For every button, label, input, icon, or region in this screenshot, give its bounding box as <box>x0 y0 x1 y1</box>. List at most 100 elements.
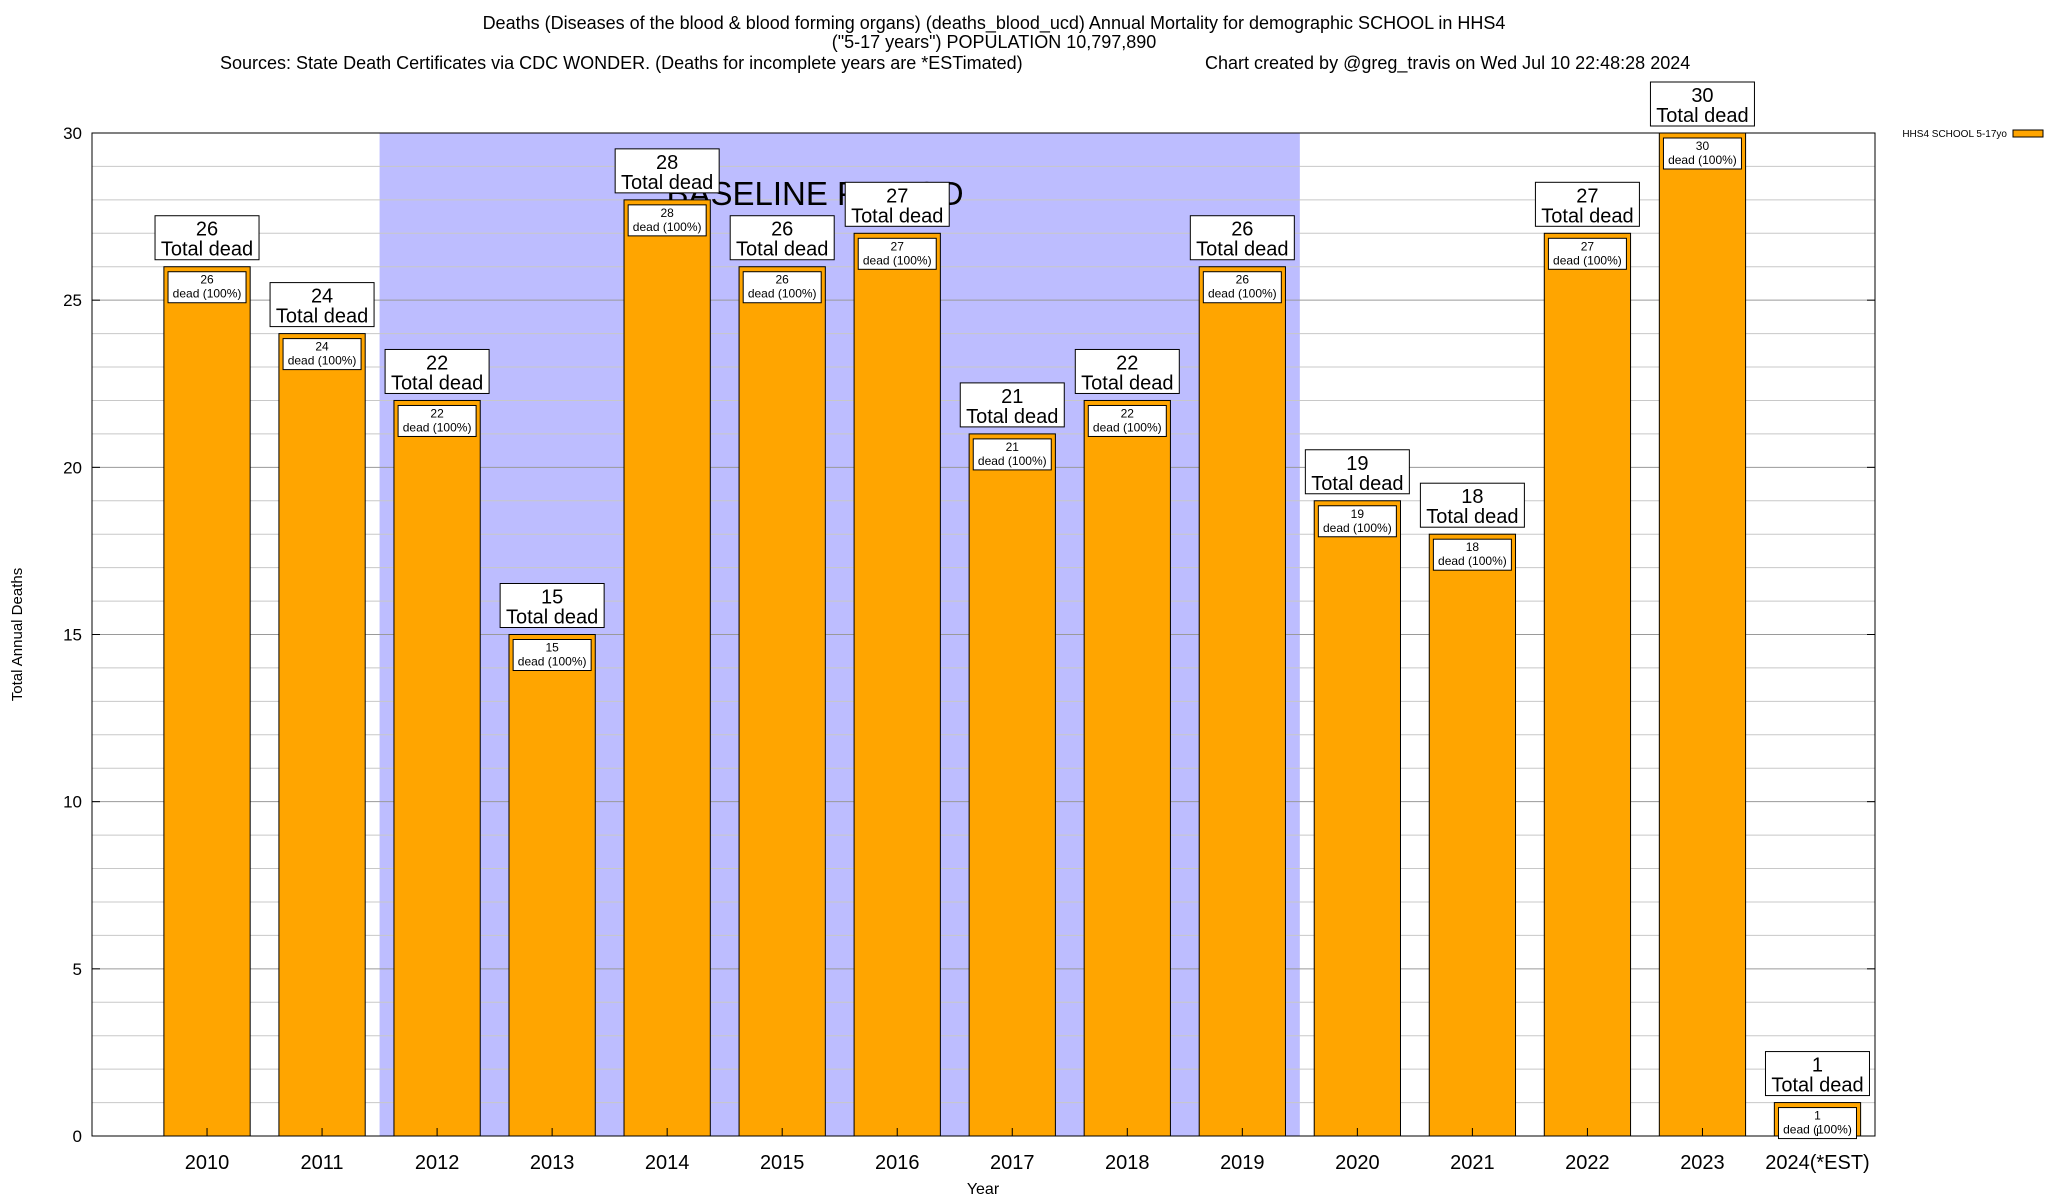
bar-inner-value: 18 <box>1466 540 1480 554</box>
bar-total-label-box <box>269 282 375 328</box>
bar-total-value: 22 <box>426 352 448 374</box>
x-tick-label: 2021 <box>1450 1152 1495 1174</box>
bar-total-suffix: Total dead <box>1081 372 1173 394</box>
bar-inner-value: 26 <box>776 273 790 287</box>
bar-inner-label-box <box>742 271 822 304</box>
y-tick-label: 25 <box>63 291 82 310</box>
bar-total-suffix: Total dead <box>851 205 943 227</box>
bar-inner-suffix: dead (100%) <box>978 454 1047 468</box>
bar-total-value: 21 <box>1001 386 1023 408</box>
bar-inner-suffix: dead (100%) <box>633 220 702 234</box>
bar-total-value: 22 <box>1116 352 1138 374</box>
bar-total-suffix: Total dead <box>506 607 598 629</box>
bar-inner-suffix: dead (100%) <box>288 354 357 368</box>
bar <box>1313 500 1401 1137</box>
bar-total-value: 26 <box>1231 219 1253 241</box>
bar-inner-value: 19 <box>1351 507 1365 521</box>
legend-label: HHS4 SCHOOL 5-17yo <box>1902 129 2007 140</box>
bar-total-value: 15 <box>541 587 563 609</box>
bar-inner-label-box <box>282 338 362 371</box>
bar-inner-suffix: dead (100%) <box>1208 287 1277 301</box>
chart-header: Deaths (Diseases of the blood & blood fo… <box>0 0 2048 80</box>
bar <box>1658 132 1747 1137</box>
y-tick-label: 20 <box>63 458 82 477</box>
bar-inner-label-box <box>1317 505 1397 538</box>
bar <box>968 433 1056 1137</box>
bar-inner-label-box <box>1662 137 1742 170</box>
bar-total-suffix: Total dead <box>1426 506 1518 528</box>
y-tick-label: 15 <box>63 626 82 645</box>
bar-total-value: 26 <box>771 219 793 241</box>
y-tick-label: 10 <box>63 793 82 812</box>
bar-total-label-box <box>384 348 490 394</box>
chart-title-line2: ("5-17 years") POPULATION 10,797,890 <box>831 32 1157 52</box>
bar-total-value: 30 <box>1691 85 1713 107</box>
chart-sources: Sources: State Death Certificates via CD… <box>220 53 1023 73</box>
bar-total-suffix: Total dead <box>1541 205 1633 227</box>
bar-inner-label-box <box>1202 271 1282 304</box>
bar <box>508 634 596 1137</box>
x-tick-label: 2016 <box>875 1152 920 1174</box>
chart-title-line1: Deaths (Diseases of the blood & blood fo… <box>482 13 1506 33</box>
bar-inner-value: 27 <box>891 239 905 253</box>
bar-inner-label-box <box>972 438 1052 471</box>
x-tick-label: 2014 <box>645 1152 690 1174</box>
bar-total-label-box <box>1419 482 1525 528</box>
bar-inner-value: 27 <box>1581 239 1595 253</box>
bar-inner-label-box <box>1087 404 1167 437</box>
x-tick-label: 2018 <box>1105 1152 1150 1174</box>
bar-total-label-box <box>1649 81 1755 127</box>
bar-inner-label-box <box>1547 237 1627 270</box>
x-tick-label: 2023 <box>1680 1152 1725 1174</box>
y-tick-label: 30 <box>63 124 82 143</box>
bar <box>623 199 711 1137</box>
bar-inner-value: 22 <box>430 406 444 420</box>
bar-total-label-box <box>1764 1051 1870 1097</box>
bar <box>278 333 366 1137</box>
bar-total-value: 28 <box>656 152 678 174</box>
bar <box>1083 399 1171 1137</box>
bar-inner-suffix: dead (100%) <box>863 253 932 267</box>
bar-inner-value: 22 <box>1121 406 1135 420</box>
bar-total-value: 27 <box>1576 185 1598 207</box>
x-tick-label: 2019 <box>1220 1152 1265 1174</box>
bar-inner-suffix: dead (100%) <box>1438 554 1507 568</box>
bar-inner-suffix: dead (100%) <box>518 655 587 669</box>
x-tick-label: 2013 <box>530 1152 575 1174</box>
bar-inner-value: 1 <box>1814 1109 1821 1123</box>
bar-inner-suffix: dead (100%) <box>1093 420 1162 434</box>
bar-total-value: 18 <box>1461 486 1483 508</box>
bar-inner-suffix: dead (100%) <box>1668 153 1737 167</box>
bar-total-label-box <box>614 148 720 194</box>
bar-total-label-box <box>729 215 835 261</box>
bar-inner-value: 15 <box>545 641 559 655</box>
chart-credit: Chart created by @greg_travis on Wed Jul… <box>1205 53 1691 73</box>
bar-total-suffix: Total dead <box>276 306 368 328</box>
y-axis-label: Total Annual Deaths <box>9 568 26 701</box>
bar-inner-label-box <box>167 271 247 304</box>
bar-total-label-box <box>1534 181 1640 227</box>
x-tick-label: 2024(*EST) <box>1765 1152 1870 1174</box>
bar-total-value: 1 <box>1812 1055 1823 1077</box>
bar-total-suffix: Total dead <box>621 172 713 194</box>
bar-inner-label-box <box>857 237 937 270</box>
bar <box>738 266 826 1137</box>
bar-inner-suffix: dead (100%) <box>748 287 817 301</box>
x-tick-label: 2011 <box>301 1152 344 1174</box>
bar-total-label-box <box>154 215 260 261</box>
bar-total-label-box <box>1304 449 1410 495</box>
bar-total-label-box <box>1189 215 1295 261</box>
bar <box>1198 266 1286 1137</box>
bar-inner-label-box <box>397 404 477 437</box>
bar-total-suffix: Total dead <box>161 239 253 261</box>
bar-inner-value: 26 <box>200 273 214 287</box>
bar-total-suffix: Total dead <box>391 372 483 394</box>
bar-total-label-box <box>1074 348 1180 394</box>
bar-inner-label-box <box>627 204 707 237</box>
bar-inner-suffix: dead (100%) <box>1323 521 1392 535</box>
bar-total-label-box <box>959 382 1065 428</box>
bar-total-suffix: Total dead <box>1196 239 1288 261</box>
bar-total-label-box <box>499 583 605 628</box>
legend-swatch <box>2012 129 2044 138</box>
